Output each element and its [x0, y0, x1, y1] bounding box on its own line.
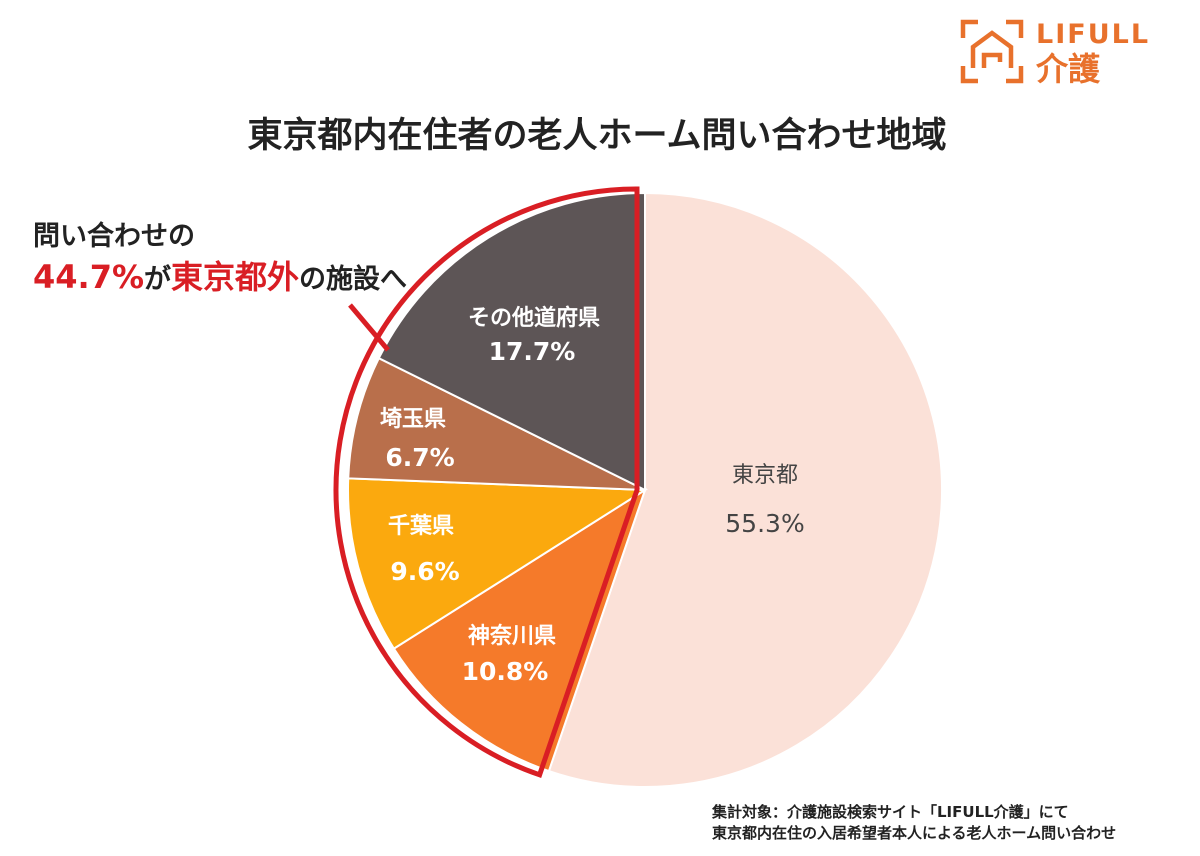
pie-slice-3 — [347, 356, 646, 491]
callout-tail: の施設へ — [299, 263, 407, 295]
pie-slices — [347, 191, 943, 788]
brand-logo: LIFULL 介護 — [960, 19, 1150, 88]
callout-line2: 44.7%が東京都外の施設へ — [33, 258, 407, 296]
slice-label-saitama: 埼玉県 — [380, 407, 446, 432]
brand-en: LIFULL — [1036, 19, 1150, 50]
slice-value-tokyo: 55.3% — [725, 509, 804, 538]
callout-ga: が — [144, 263, 171, 295]
slice-value-chiba: 9.6% — [390, 557, 459, 586]
slice-label-other: その他道府県 — [468, 305, 600, 331]
slice-label-chiba: 千葉県 — [388, 514, 454, 539]
pie-slice-1 — [392, 487, 647, 773]
pie-slice-4 — [377, 191, 646, 492]
outside-tokyo-outline — [333, 186, 640, 778]
slice-value-saitama: 6.7% — [385, 443, 454, 472]
slice-label-kanagawa: 神奈川県 — [468, 623, 556, 649]
pie-slice-2 — [347, 477, 649, 650]
house-icon — [960, 19, 1024, 84]
slice-value-kanagawa: 10.8% — [462, 657, 549, 686]
callout-pct: 44.7% — [33, 258, 144, 296]
brand-jp: 介護 — [1035, 50, 1101, 88]
callout: 問い合わせの 44.7%が東京都外の施設へ — [33, 220, 407, 352]
slice-value-other: 17.7% — [489, 337, 576, 366]
chart-title: 東京都内在住者の老人ホーム問い合わせ地域 — [248, 115, 947, 156]
callout-line1: 問い合わせの — [33, 220, 195, 252]
footnote-line1: 集計対象：介護施設検索サイト「LIFULL介護」にて — [711, 803, 1069, 821]
callout-region: 東京都外 — [171, 258, 299, 296]
pie-slice-0 — [547, 191, 943, 788]
callout-pointer — [348, 303, 390, 352]
footnote-line2: 東京都内在住の入居希望者本人による老人ホーム問い合わせ — [712, 824, 1116, 842]
slice-label-tokyo: 東京都 — [732, 463, 798, 488]
